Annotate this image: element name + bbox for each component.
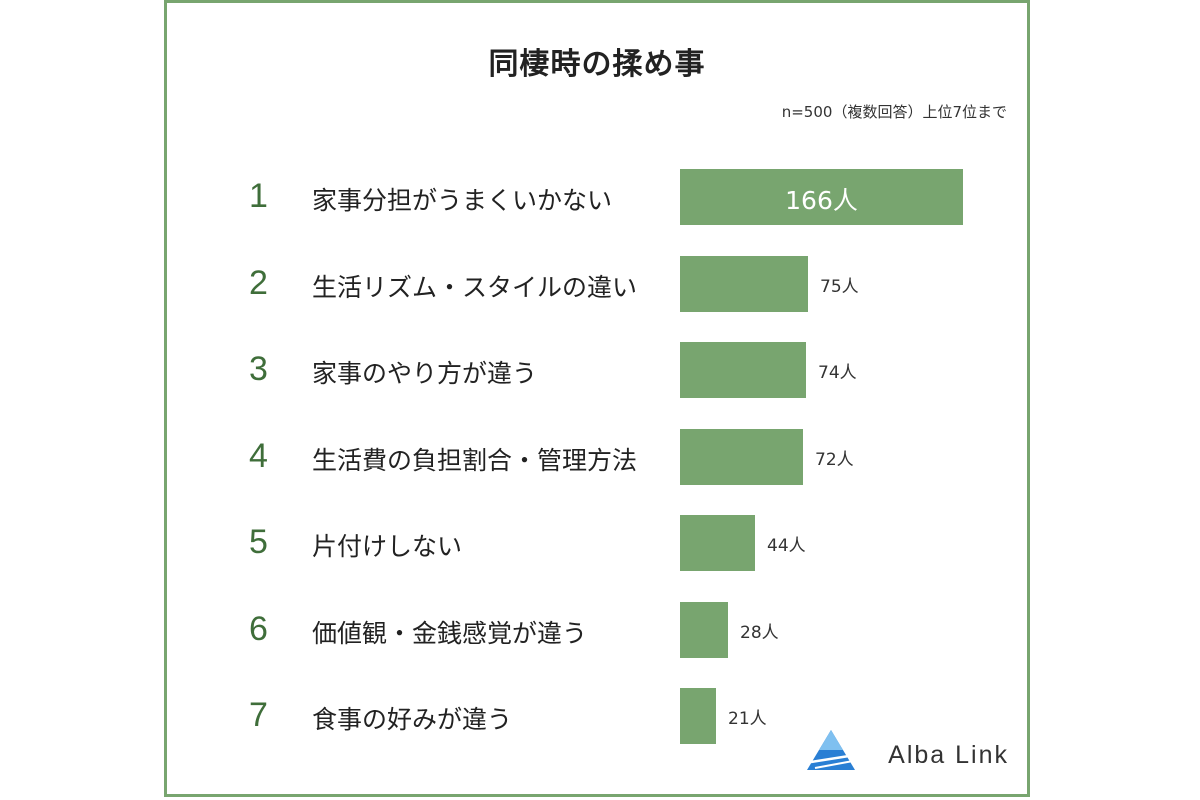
value-label: 72人 bbox=[815, 449, 854, 470]
alba-link-logo-icon bbox=[807, 730, 855, 770]
chart-frame: 同棲時の揉め事 n=500（複数回答）上位7位まで 1 家事分担がうまくいかない 1… bbox=[164, 0, 1030, 797]
bar-row: 3 家事のやり方が違う 74人 bbox=[167, 342, 1027, 398]
bar bbox=[680, 601, 728, 658]
rank-number: 6 bbox=[249, 609, 268, 648]
category-label: 家事分担がうまくいかない bbox=[312, 186, 613, 215]
bar-row: 5 片付けしない 44人 bbox=[167, 515, 1027, 571]
value-label: 74人 bbox=[818, 363, 857, 383]
value-label: 28人 bbox=[740, 622, 779, 643]
bar bbox=[680, 428, 803, 485]
sample-note: n=500（複数回答）上位7位まで bbox=[781, 103, 1007, 121]
category-label: 食事の好みが違う bbox=[312, 705, 513, 734]
category-label: 片付けしない bbox=[312, 532, 463, 561]
bar-row: 2 生活リズム・スタイルの違い 75人 bbox=[167, 255, 1027, 312]
bar bbox=[680, 688, 716, 744]
category-label: 生活リズム・スタイルの違い bbox=[312, 272, 638, 302]
chart-title: 同棲時の揉め事 bbox=[488, 47, 706, 82]
rank-number: 1 bbox=[249, 177, 268, 215]
rank-number: 5 bbox=[249, 523, 268, 561]
bar bbox=[680, 515, 755, 571]
value-label: 166人 bbox=[785, 186, 858, 215]
rank-number: 4 bbox=[249, 436, 268, 475]
rank-number: 7 bbox=[249, 696, 268, 734]
value-label: 44人 bbox=[767, 536, 806, 556]
bar bbox=[680, 169, 963, 225]
category-label: 価値観・金銭感覚が違う bbox=[312, 618, 588, 648]
bar bbox=[680, 342, 806, 398]
value-label: 21人 bbox=[728, 709, 767, 729]
brand-name: Alba Link bbox=[888, 741, 1009, 769]
bar-row: 6 価値観・金銭感覚が違う 28人 bbox=[167, 601, 1027, 658]
bar-row: 1 家事分担がうまくいかない 166人 bbox=[167, 169, 1027, 225]
bar-row: 4 生活費の負担割合・管理方法 72人 bbox=[167, 428, 1027, 485]
bar-row: 7 食事の好みが違う 21人 bbox=[167, 688, 1027, 744]
rank-number: 3 bbox=[249, 350, 268, 388]
value-label: 75人 bbox=[820, 276, 859, 297]
category-label: 家事のやり方が違う bbox=[312, 359, 538, 388]
rank-number: 2 bbox=[249, 263, 268, 302]
category-label: 生活費の負担割合・管理方法 bbox=[312, 445, 638, 475]
bar bbox=[680, 255, 808, 312]
